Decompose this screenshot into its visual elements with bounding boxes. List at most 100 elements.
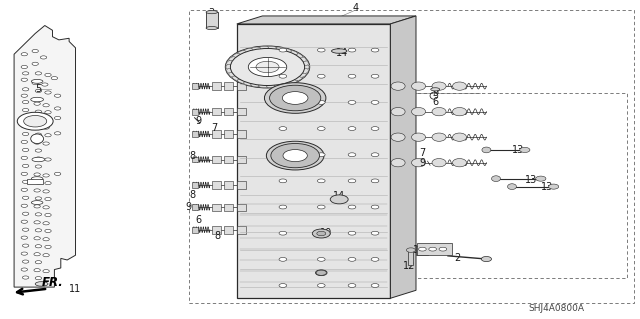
Circle shape	[35, 133, 42, 136]
Circle shape	[371, 257, 379, 261]
Ellipse shape	[229, 57, 236, 62]
Text: 11: 11	[69, 284, 82, 294]
Circle shape	[51, 77, 58, 80]
Text: SHJ4A0800A: SHJ4A0800A	[529, 304, 585, 313]
Circle shape	[225, 46, 310, 88]
Circle shape	[371, 179, 379, 183]
Circle shape	[21, 53, 28, 56]
Bar	[212, 82, 221, 90]
Circle shape	[45, 134, 51, 137]
Bar	[212, 130, 221, 138]
Circle shape	[348, 74, 356, 78]
Ellipse shape	[244, 48, 253, 52]
Text: 8: 8	[214, 231, 221, 241]
Circle shape	[371, 74, 379, 78]
Ellipse shape	[31, 97, 44, 102]
Circle shape	[34, 221, 40, 224]
Circle shape	[266, 141, 324, 170]
Circle shape	[43, 104, 49, 107]
Circle shape	[279, 127, 287, 130]
Circle shape	[43, 174, 49, 177]
Bar	[237, 181, 246, 189]
Bar	[225, 82, 234, 90]
Circle shape	[54, 116, 61, 120]
Circle shape	[279, 231, 287, 235]
Text: FR.: FR.	[42, 276, 63, 289]
Circle shape	[317, 179, 325, 183]
Circle shape	[43, 126, 49, 129]
Circle shape	[45, 158, 51, 161]
Ellipse shape	[251, 47, 260, 50]
Circle shape	[317, 231, 325, 235]
Circle shape	[34, 237, 40, 240]
Text: 4: 4	[352, 3, 358, 13]
Ellipse shape	[31, 138, 43, 142]
Circle shape	[317, 284, 325, 287]
Ellipse shape	[251, 84, 260, 87]
Ellipse shape	[266, 85, 276, 88]
Text: 9: 9	[195, 116, 202, 126]
Circle shape	[348, 231, 356, 235]
Bar	[212, 181, 221, 189]
Circle shape	[35, 197, 42, 200]
Circle shape	[481, 256, 492, 262]
Circle shape	[22, 196, 29, 199]
Circle shape	[45, 182, 51, 185]
Polygon shape	[237, 16, 416, 24]
Ellipse shape	[237, 79, 246, 83]
Circle shape	[35, 229, 42, 232]
Circle shape	[45, 245, 51, 249]
Circle shape	[348, 205, 356, 209]
Circle shape	[22, 88, 29, 91]
Circle shape	[21, 65, 28, 69]
Text: 8: 8	[189, 189, 195, 200]
Circle shape	[34, 125, 40, 129]
Circle shape	[35, 261, 42, 264]
Circle shape	[35, 181, 42, 184]
Ellipse shape	[316, 270, 327, 276]
Ellipse shape	[227, 69, 233, 73]
Text: 12: 12	[403, 261, 416, 271]
Bar	[206, 12, 218, 28]
Bar	[408, 251, 413, 265]
Circle shape	[279, 153, 287, 157]
Circle shape	[371, 205, 379, 209]
Circle shape	[279, 205, 287, 209]
Circle shape	[429, 247, 436, 251]
Ellipse shape	[294, 54, 303, 58]
Text: 8: 8	[189, 151, 195, 161]
Bar	[192, 109, 198, 115]
Circle shape	[348, 48, 356, 52]
Circle shape	[43, 254, 49, 257]
Circle shape	[282, 92, 308, 104]
Circle shape	[35, 165, 42, 168]
Text: 7: 7	[211, 122, 218, 133]
Ellipse shape	[508, 184, 516, 189]
Bar	[225, 130, 234, 138]
Ellipse shape	[482, 147, 491, 153]
Circle shape	[279, 179, 287, 183]
Circle shape	[279, 48, 287, 52]
Circle shape	[34, 189, 40, 192]
Polygon shape	[14, 26, 76, 287]
Bar	[225, 204, 234, 211]
Text: 5: 5	[35, 84, 42, 94]
Text: 9: 9	[419, 158, 426, 168]
Circle shape	[35, 117, 42, 120]
Circle shape	[21, 78, 28, 81]
Circle shape	[21, 220, 28, 223]
Circle shape	[42, 83, 48, 86]
Ellipse shape	[332, 49, 347, 53]
Circle shape	[34, 205, 40, 208]
Ellipse shape	[391, 133, 405, 141]
Ellipse shape	[32, 157, 45, 162]
Circle shape	[22, 100, 29, 104]
Circle shape	[54, 94, 61, 97]
Circle shape	[348, 284, 356, 287]
Circle shape	[230, 48, 305, 85]
Bar	[212, 156, 221, 163]
Bar	[225, 226, 234, 234]
Circle shape	[371, 284, 379, 287]
Circle shape	[317, 100, 325, 104]
Bar	[27, 179, 43, 184]
